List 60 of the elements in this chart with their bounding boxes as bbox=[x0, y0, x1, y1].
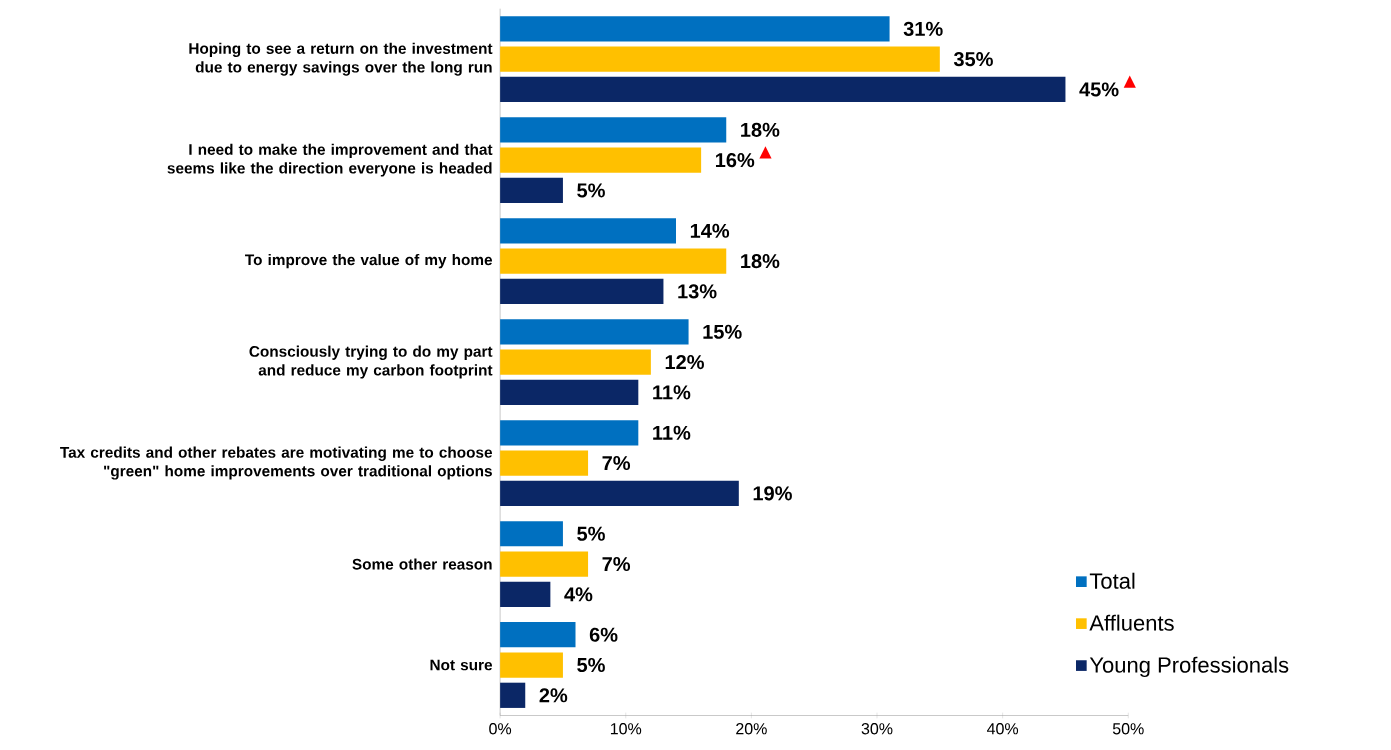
x-tick-label: 50% bbox=[1112, 723, 1144, 735]
bar bbox=[500, 420, 639, 446]
data-label: 4% bbox=[564, 587, 593, 602]
data-label: 12% bbox=[665, 355, 704, 370]
data-label: 5% bbox=[577, 658, 605, 673]
bar bbox=[500, 551, 589, 577]
data-label: 2% bbox=[539, 688, 568, 703]
x-tick-label: 20% bbox=[736, 723, 767, 735]
data-label: 7% bbox=[602, 557, 631, 572]
bar bbox=[500, 77, 1066, 103]
data-label: 45% bbox=[1079, 82, 1119, 97]
bar bbox=[500, 16, 890, 42]
y-tick-label: Hoping to see a return on the investment due to energy savings over the long run bbox=[189, 42, 493, 76]
bar bbox=[500, 652, 563, 678]
x-tick-label: 0% bbox=[489, 723, 512, 735]
bar bbox=[500, 622, 576, 648]
bar bbox=[500, 480, 739, 507]
annotation: ▲ bbox=[759, 146, 772, 159]
data-label: 13% bbox=[678, 284, 717, 299]
data-label: 7% bbox=[602, 456, 631, 471]
data-label: 5% bbox=[577, 183, 605, 198]
legend-label: Total bbox=[1089, 572, 1135, 590]
bar bbox=[500, 682, 526, 709]
bar bbox=[500, 178, 563, 204]
data-label: 18% bbox=[741, 123, 780, 138]
y-tick-label: To improve the value of my home bbox=[245, 254, 493, 269]
legend-label: Affluents bbox=[1089, 614, 1174, 632]
x-tick-label: 30% bbox=[861, 723, 893, 735]
bar bbox=[500, 349, 651, 375]
x-tick-label: 40% bbox=[987, 723, 1019, 735]
data-label: 5% bbox=[577, 526, 605, 542]
y-tick-label: Consciously trying to do my part and reduce my carbon footprint bbox=[249, 345, 493, 379]
data-label: 14% bbox=[690, 224, 730, 239]
bar bbox=[500, 279, 664, 305]
y-tick-label: Tax credits and other rebates are motivating me to choose "green" home improvements over traditional options bbox=[60, 446, 493, 480]
bar bbox=[500, 380, 639, 406]
y-tick-label: Some other reason bbox=[352, 558, 492, 570]
data-label: 18% bbox=[741, 254, 780, 269]
bar bbox=[500, 46, 940, 73]
bar bbox=[500, 218, 676, 244]
bar bbox=[500, 581, 551, 608]
bar bbox=[500, 147, 702, 174]
data-label: 16% bbox=[715, 153, 755, 168]
bar bbox=[500, 450, 589, 476]
y-tick-label: I need to make the improvement and that seems like the direction everyone is headed bbox=[167, 143, 493, 177]
bar bbox=[500, 319, 689, 345]
bar bbox=[500, 248, 727, 274]
data-label: 35% bbox=[953, 52, 993, 67]
legend-label: Young Professionals bbox=[1089, 656, 1289, 678]
annotation: ▲ bbox=[1123, 75, 1136, 89]
bar bbox=[500, 117, 727, 143]
data-label: 6% bbox=[589, 627, 618, 643]
data-label: 31% bbox=[903, 22, 943, 37]
y-tick-label: Not sure bbox=[430, 659, 493, 671]
bar bbox=[500, 521, 563, 547]
data-label: 11% bbox=[653, 385, 691, 400]
data-label: 11% bbox=[653, 425, 691, 441]
data-label: 15% bbox=[703, 325, 742, 340]
data-label: 19% bbox=[753, 486, 792, 501]
x-tick-label: 10% bbox=[610, 723, 642, 735]
